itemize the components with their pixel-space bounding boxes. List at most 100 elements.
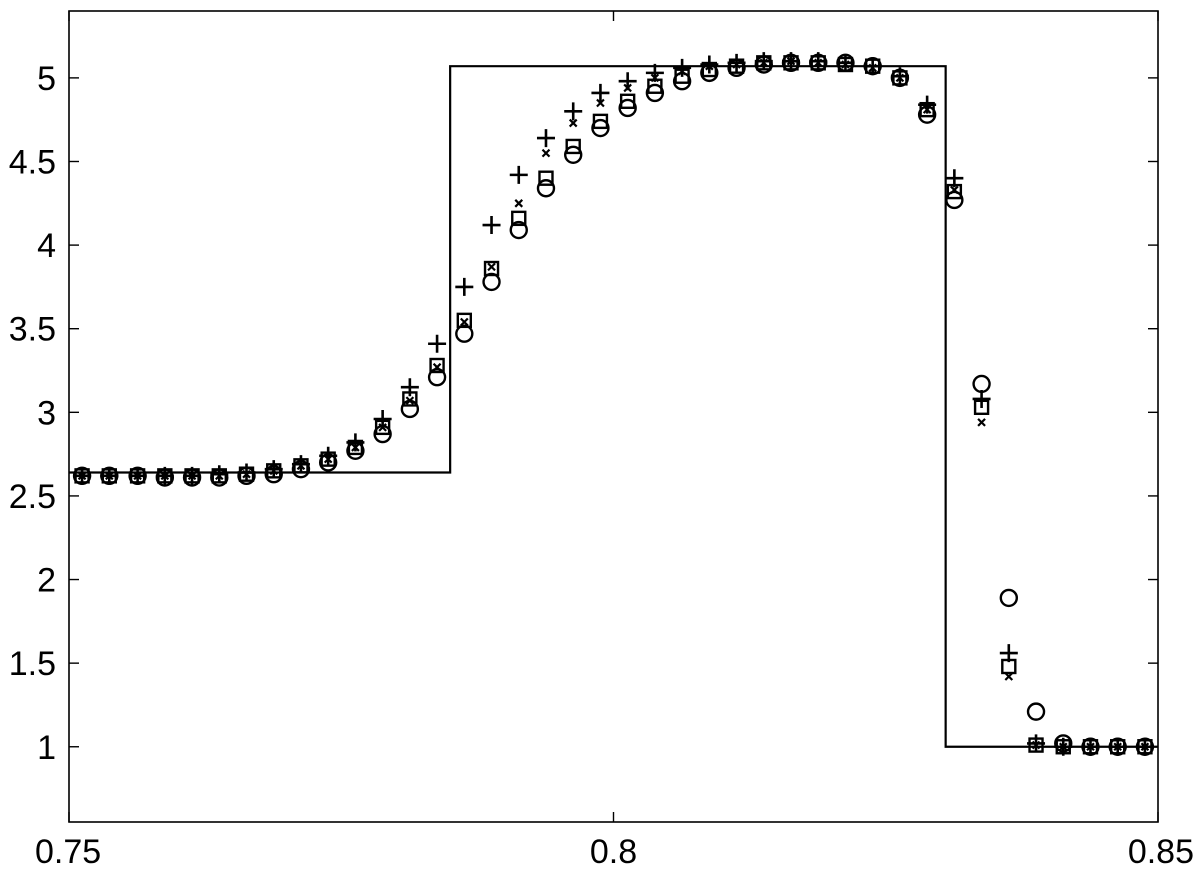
x-point-17: [541, 148, 551, 158]
plus-point-15: [482, 216, 501, 235]
circle-point-36: [1054, 734, 1073, 753]
x-point-24: [732, 60, 741, 69]
circle-point-34: [999, 588, 1019, 608]
x-point-14: [460, 317, 469, 327]
x-point-30: [895, 73, 905, 83]
axis-ticks: [68, 11, 1159, 822]
x-point-2: [133, 471, 142, 481]
x-tick-label-2: 0.85: [1128, 833, 1194, 869]
y-tick-label-0: 1: [37, 729, 56, 767]
circle-point-24: [727, 58, 746, 78]
circle-point-12: [400, 399, 420, 419]
square-point-21: [647, 78, 663, 94]
square-point-29: [864, 58, 881, 74]
circle-point-25: [754, 55, 773, 74]
circle-point-17: [536, 179, 556, 198]
circle-point-35: [1026, 702, 1046, 721]
x-point-5: [215, 471, 224, 481]
square-point-39: [1137, 739, 1153, 755]
x-point-1: [105, 471, 114, 481]
square-point-2: [129, 468, 146, 484]
plus-point-14: [455, 277, 474, 296]
circle-point-9: [318, 453, 338, 472]
circle-point-7: [264, 464, 283, 484]
x-point-16: [514, 199, 524, 208]
y-tick-label-6: 4: [37, 227, 56, 265]
circle-point-0: [72, 466, 92, 486]
circle-point-28: [836, 53, 855, 73]
circle-point-20: [618, 98, 637, 118]
x-point-15: [487, 262, 496, 272]
x-tick-label-1: 0.8: [590, 833, 637, 869]
square-point-18: [565, 138, 581, 155]
plus-point-18: [564, 102, 583, 121]
circle-point-27: [809, 53, 828, 73]
x-point-25: [759, 58, 769, 68]
x-point-37: [1086, 742, 1095, 752]
y-tick-label-5: 3.5: [9, 311, 56, 349]
circle-point-13: [427, 368, 447, 387]
circle-point-32: [945, 190, 964, 210]
circle-point-6: [237, 466, 256, 486]
circle-point-21: [645, 83, 665, 103]
circle-point-2: [128, 466, 147, 486]
square-point-0: [74, 468, 90, 484]
circle-point-15: [482, 272, 501, 292]
series-layer: [69, 52, 1158, 756]
circle-point-26: [781, 53, 801, 73]
y-tick-label-4: 3: [37, 394, 56, 432]
x-point-7: [269, 466, 279, 476]
axis-tick-labels: 0.75 0.8 0.85 1 1.5 2 2.5 3 3.5 4 4.5 5: [9, 60, 1194, 869]
square-point-38: [1110, 739, 1126, 755]
x-point-9: [323, 454, 333, 464]
circle-point-31: [917, 105, 937, 124]
y-tick-label-2: 2: [37, 562, 56, 600]
series-exact-line: [69, 65, 1158, 748]
plus-point-19: [591, 83, 610, 102]
x-point-39: [1140, 742, 1150, 752]
circle-point-18: [564, 145, 583, 165]
circle-point-30: [890, 68, 910, 88]
circle-point-19: [591, 118, 610, 138]
x-point-8: [296, 461, 306, 471]
y-tick-label-8: 5: [37, 60, 56, 98]
x-point-36: [1058, 742, 1068, 752]
square-point-30: [892, 70, 908, 86]
x-point-28: [841, 60, 850, 69]
circle-point-1: [100, 466, 119, 486]
x-point-20: [623, 83, 632, 93]
circle-point-8: [291, 459, 311, 479]
x-point-4: [187, 471, 197, 481]
square-point-17: [538, 170, 554, 186]
plus-point-16: [509, 165, 528, 184]
series-circle: [72, 53, 1155, 756]
circle-point-29: [863, 56, 882, 76]
x-point-3: [160, 471, 170, 481]
square-point-11: [374, 419, 391, 436]
circle-point-16: [509, 220, 528, 240]
square-point-20: [619, 93, 636, 109]
circle-point-3: [155, 468, 175, 487]
circle-point-39: [1135, 737, 1155, 756]
circle-point-38: [1108, 737, 1127, 756]
x-point-27: [813, 58, 823, 68]
square-point-33: [973, 399, 990, 416]
square-point-26: [783, 55, 799, 71]
circle-point-5: [210, 468, 229, 487]
x-point-38: [1113, 742, 1122, 752]
square-point-19: [592, 113, 609, 130]
y-tick-label-7: 4.5: [9, 143, 56, 181]
x-point-10: [351, 443, 360, 452]
circle-point-22: [672, 72, 692, 91]
square-point-34: [1001, 658, 1017, 675]
y-tick-label-3: 2.5: [9, 478, 56, 516]
square-point-32: [946, 183, 963, 200]
square-point-16: [511, 210, 527, 227]
plot-area: [68, 10, 1159, 823]
x-point-26: [786, 56, 796, 66]
x-point-29: [868, 63, 877, 73]
square-point-37: [1082, 739, 1099, 755]
x-point-19: [596, 98, 605, 108]
y-tick-label-1: 1.5: [9, 645, 56, 683]
